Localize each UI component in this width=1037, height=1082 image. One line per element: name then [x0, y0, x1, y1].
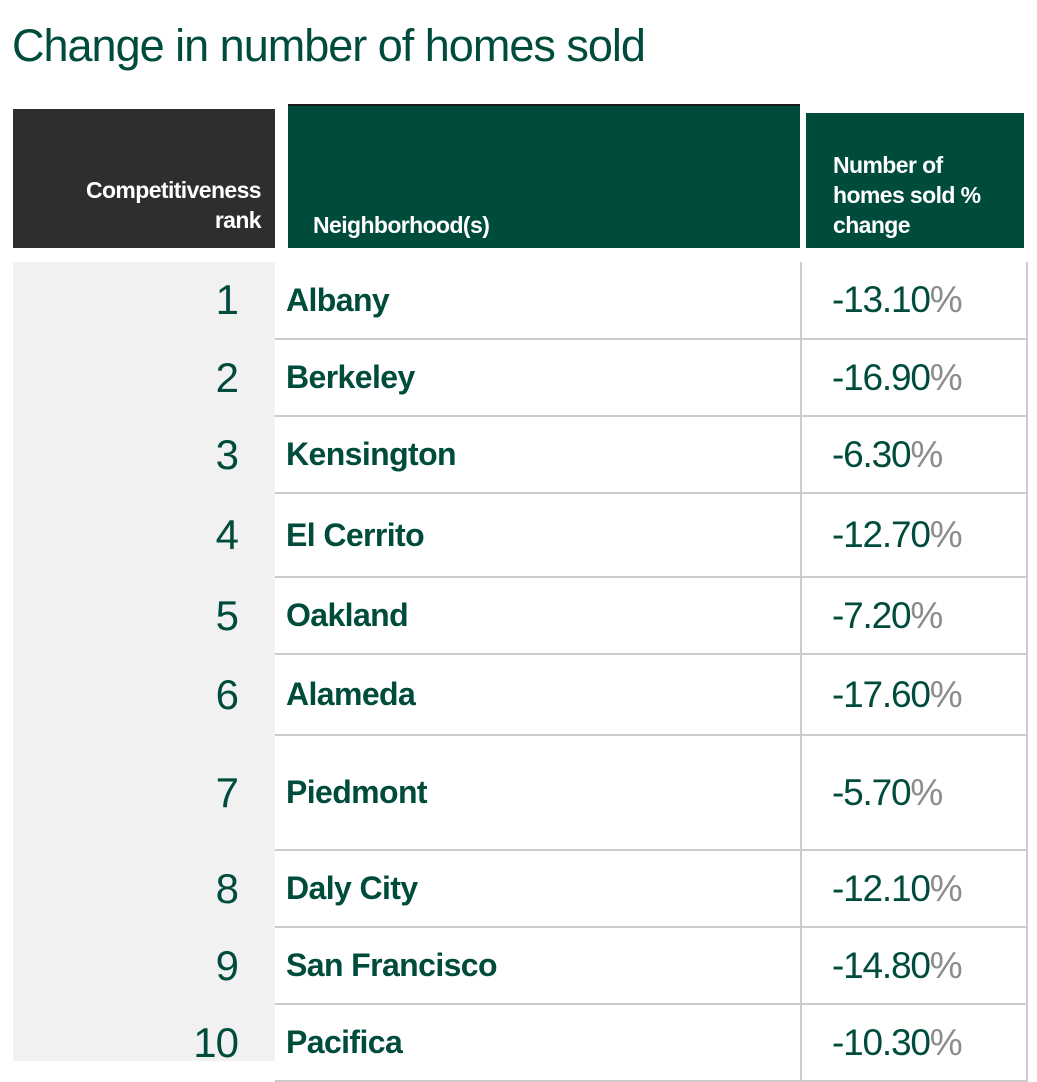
percent-change-cell: -13.10%	[804, 262, 1028, 338]
percent-change-value: -7.20	[832, 594, 912, 636]
table-row: 3 Kensington -6.30%	[216, 417, 1028, 494]
percent-change-cell: -14.80%	[804, 928, 1028, 1003]
percent-change-cell: -17.60%	[804, 655, 1028, 734]
percent-change-cell: -12.70%	[804, 494, 1028, 576]
percent-sign: %	[929, 514, 963, 555]
percent-change-cell: -7.20%	[804, 578, 1028, 653]
rank-cell: 6	[215, 670, 239, 718]
percent-change-value: -5.70	[832, 771, 912, 813]
percent-change-value: -10.30	[832, 1021, 931, 1063]
chart-title: Change in number of homes sold	[12, 20, 646, 71]
neighborhood-cell: Alameda	[275, 655, 802, 734]
percent-change-cell: -6.30%	[804, 417, 1028, 492]
percent-change-cell: -5.70%	[804, 736, 1028, 849]
neighborhood-cell: San Francisco	[275, 928, 802, 1003]
header-percent-change: Number of homes sold % change	[806, 113, 1024, 248]
percent-sign: %	[910, 771, 943, 813]
header-neighborhood: Neighborhood(s)	[288, 104, 800, 248]
neighborhood-cell: Pacifica	[275, 1005, 802, 1080]
table-row: 5 Oakland -7.20%	[216, 578, 1028, 655]
neighborhood-cell: Piedmont	[275, 736, 802, 849]
rank-cell: 1	[215, 276, 239, 323]
header-rank-line-2: rank	[214, 207, 262, 233]
header-rank-line-1: Competitiveness	[85, 177, 262, 203]
table-row: 8 Daly City -12.10%	[216, 851, 1028, 928]
percent-sign: %	[929, 673, 963, 715]
neighborhood-cell: Kensington	[275, 417, 802, 492]
neighborhood-cell: El Cerrito	[275, 494, 802, 576]
table-row: 9 San Francisco -14.80%	[216, 928, 1028, 1005]
percent-sign: %	[929, 944, 963, 986]
table-row: 7 Piedmont -5.70%	[216, 736, 1028, 851]
percent-change-value: -17.60	[832, 673, 931, 715]
rank-column-background	[13, 262, 275, 1061]
percent-sign: %	[910, 433, 943, 475]
percent-change-value: -6.30	[832, 433, 912, 475]
percent-sign: %	[929, 356, 963, 398]
percent-change-cell: -16.90%	[804, 340, 1028, 415]
percent-change-value: -13.10	[832, 279, 931, 320]
header-change-line-1: Number of	[833, 152, 943, 178]
percent-sign: %	[929, 279, 963, 320]
percent-sign: %	[929, 1021, 963, 1063]
rank-cell: 10	[193, 1018, 239, 1066]
percent-change-cell: -10.30%	[804, 1005, 1028, 1080]
percent-change-value: -12.10	[832, 867, 931, 909]
table-row: 10 Pacifica -10.30%	[193, 1005, 1028, 1082]
percent-change-value: -16.90	[832, 356, 931, 398]
percent-change-cell: -12.10%	[804, 851, 1028, 926]
neighborhood-cell: Albany	[275, 262, 802, 338]
percent-change-value: -14.80	[832, 944, 931, 986]
rank-cell: 9	[215, 941, 239, 989]
rank-cell: 5	[215, 591, 239, 639]
rank-cell: 2	[215, 353, 239, 401]
table-body: 1 Albany -13.10% 2 Berkeley -16.90% 3 Kensingto…	[193, 262, 1028, 1082]
rank-cell: 8	[215, 864, 239, 912]
percent-change-value: -12.70	[832, 514, 931, 555]
neighborhood-cell: Berkeley	[275, 340, 802, 415]
neighborhood-cell: Daly City	[275, 851, 802, 926]
table-row: 6 Alameda -17.60%	[216, 655, 1028, 736]
rank-cell: 4	[215, 511, 239, 558]
table-row: 1 Albany -13.10%	[216, 262, 1028, 340]
header-change-line-2: homes sold %	[833, 182, 981, 208]
rank-cell: 3	[215, 430, 239, 478]
table-row: 4 El Cerrito -12.70%	[216, 494, 1028, 578]
percent-sign: %	[910, 594, 943, 636]
header-competitiveness-rank: Competitiveness rank	[13, 109, 275, 248]
percent-sign: %	[929, 867, 963, 909]
rank-cell: 7	[215, 768, 239, 816]
table-row: 2 Berkeley -16.90%	[216, 340, 1028, 417]
header-change-line-3: change	[833, 212, 911, 238]
neighborhood-cell: Oakland	[275, 578, 802, 653]
